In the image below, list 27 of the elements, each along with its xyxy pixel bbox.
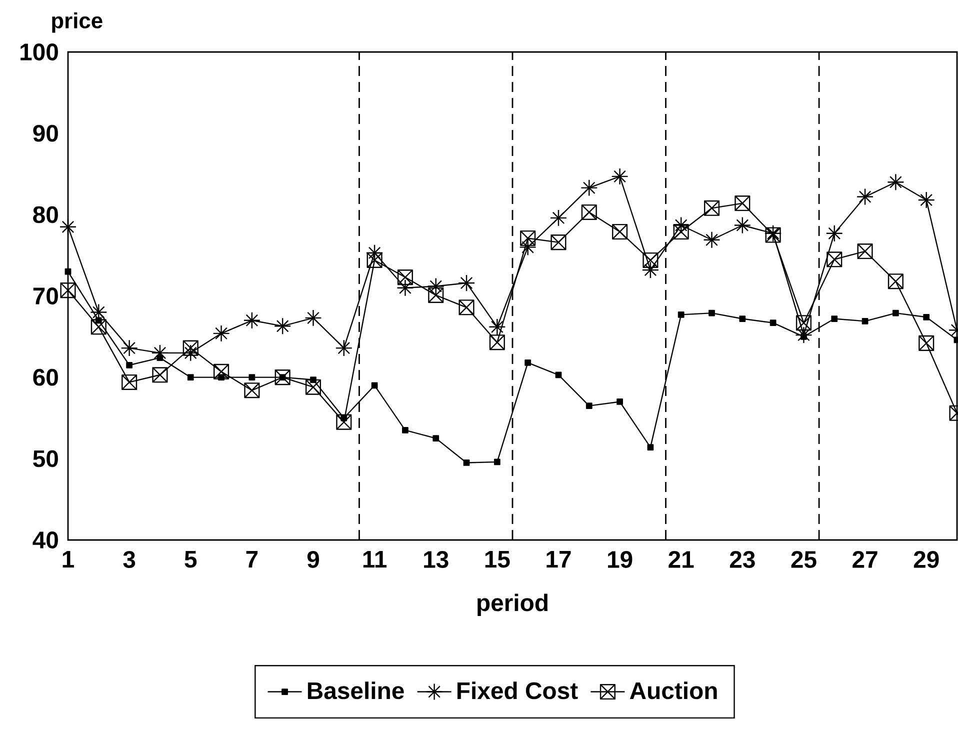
- x-tick-label: 11: [363, 551, 387, 568]
- x-tick-label: 7: [246, 551, 258, 568]
- x-tick-label: 27: [852, 551, 878, 568]
- x-tick-label: 17: [546, 551, 571, 568]
- y-tick-label: 100: [20, 44, 58, 60]
- legend-label: Baseline: [308, 682, 404, 700]
- x-tick-label: 5: [184, 551, 197, 568]
- x-tick-label: 9: [307, 551, 319, 568]
- legend-label: Fixed Cost: [457, 682, 578, 700]
- y-tick-label: 50: [33, 450, 58, 468]
- x-tick-label: 3: [123, 551, 136, 568]
- x-tick-label: 1: [62, 551, 74, 568]
- x-tick-label: 21: [668, 551, 694, 568]
- x-tick-label: 13: [424, 551, 448, 568]
- y-tick-label: 90: [33, 124, 58, 142]
- y-tick-label: 40: [32, 532, 58, 548]
- y-tick-label: 80: [33, 206, 58, 224]
- x-tick-label: 15: [485, 551, 510, 568]
- x-tick-label: 25: [791, 551, 816, 568]
- x-tick-label: 29: [914, 551, 939, 568]
- x-axis-title: period: [478, 594, 548, 616]
- y-axis-title: price: [52, 12, 102, 33]
- y-tick-label: 60: [33, 368, 58, 386]
- x-tick-label: 19: [608, 551, 632, 568]
- x-tick-label: 23: [730, 551, 755, 568]
- y-tick-label: 70: [33, 288, 58, 304]
- legend-label: Auction: [630, 682, 717, 700]
